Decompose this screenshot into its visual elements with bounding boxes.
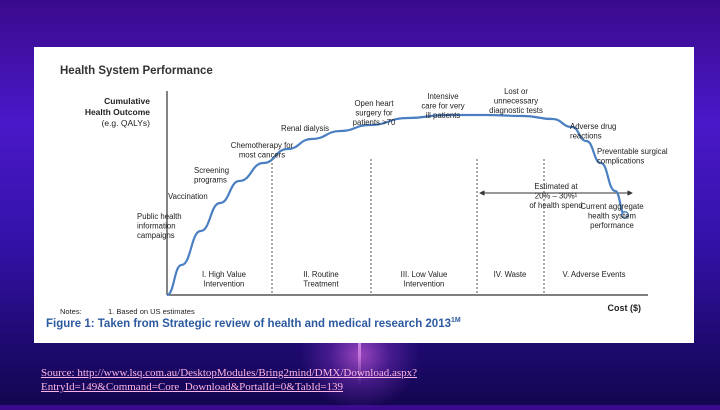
annotation-6: Open heart surgery for patients >70: [353, 99, 396, 127]
x-axis-label: Cost ($): [608, 303, 642, 313]
annotation-8: Lost or unnecessary diagnostic tests: [489, 87, 543, 115]
annotation-7: Intensive care for very ill patients: [421, 92, 464, 120]
annotation-12: Current aggregate health system performanc…: [580, 202, 643, 230]
figure-caption: Figure 1: Taken from Strategic review of…: [46, 317, 461, 330]
annotation-4: Chemotherapy for most cancers: [231, 141, 294, 160]
panel-title: Health System Performance: [60, 65, 213, 77]
figure-caption-text: Figure 1: Taken from Strategic review of…: [46, 317, 451, 330]
figure-panel: Health System Performance Cumulative Heal…: [34, 47, 694, 343]
notes-label: Notes:: [60, 307, 82, 316]
notes: Notes: 1. Based on US estimates: [60, 307, 195, 316]
health-performance-chart: Cumulative Health Outcome (e.g. QALYs) Cost…: [85, 87, 668, 313]
y-axis-label: Cumulative Health Outcome (e.g. QALYs): [85, 96, 150, 128]
annotation-5: Renal dialysis: [281, 124, 329, 133]
annotation-11: Estimated at 20% – 30%¹ of health spend: [529, 182, 582, 210]
phase-label-3: III. Low Value Intervention: [401, 270, 448, 289]
phase-label-5: V. Adverse Events: [563, 270, 626, 279]
annotation-10: Preventable surgical complications: [597, 147, 668, 166]
source-link[interactable]: Source: http://www.lsq.com.au/DesktopMod…: [41, 367, 418, 393]
annotation-3: Screening programs: [194, 166, 229, 185]
notes-item: 1. Based on US estimates: [108, 307, 195, 316]
annotation-1: Public health information campaigns: [137, 212, 182, 240]
annotation-9: Adverse drug reactions: [570, 122, 616, 141]
figure-caption-mark: 1M: [451, 317, 461, 324]
background-glow-line: [358, 325, 361, 385]
annotation-2: Vaccination: [168, 192, 208, 201]
performance-curve: [166, 113, 626, 297]
phase-label-4: IV. Waste: [494, 270, 527, 279]
current-performance-point: [620, 211, 629, 219]
phase-label-1: I. High Value Intervention: [202, 270, 246, 289]
phase-label-2: II. Routine Treatment: [303, 270, 339, 289]
